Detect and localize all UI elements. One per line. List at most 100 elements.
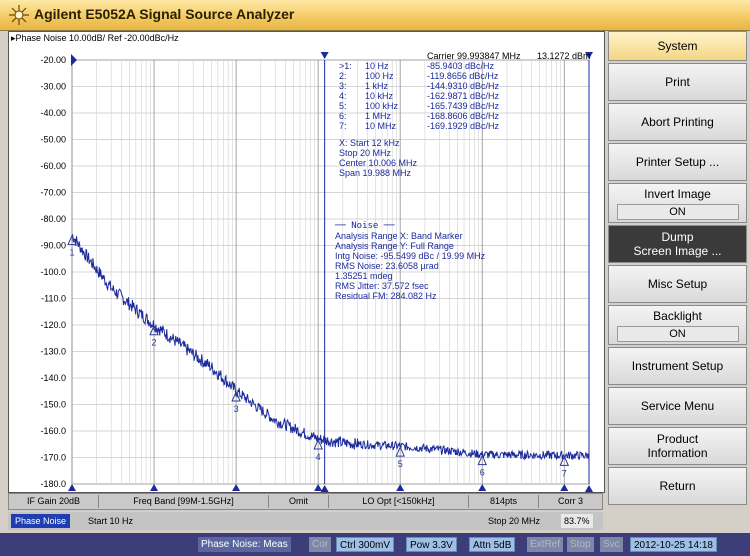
analysis-line: RMS Jitter: 37.572 fsec	[335, 281, 429, 291]
range-line: Stop 20 MHz	[339, 148, 392, 158]
phase-noise-plot[interactable]: ▸Phase Noise 10.00dB/ Ref -20.00dBc/Hz -…	[8, 31, 605, 493]
status-pow: Pow 3.3V	[406, 537, 457, 552]
marker-row-value: -162.9871 dBc/Hz	[427, 91, 500, 101]
decade-axis-marker	[68, 484, 76, 491]
marker-1-triangle	[67, 234, 77, 246]
marker-5-number: 5	[398, 459, 403, 469]
dump-label-line1: Dump	[661, 230, 694, 244]
marker-row-label: 6:	[339, 111, 347, 121]
agilent-logo-icon	[9, 5, 29, 25]
plot-canvas: -20.00 -30.00 -40.00 -50.00 -60.00 -70.00 -80.…	[40, 51, 593, 492]
band-marker-arrow	[585, 485, 593, 492]
marker-7-number: 7	[562, 468, 567, 478]
decade-axis-marker	[314, 484, 323, 491]
y-tick-label: -140.0	[40, 373, 66, 383]
measurement-status-bar: IF Gain 20dB Freq Band [99M-1.5GHz] Omit…	[8, 493, 603, 510]
marker-5-triangle	[395, 445, 405, 457]
marker-4-number: 4	[316, 452, 321, 462]
x-range-block: X: Start 12 kHz Stop 20 MHz Center 10.00…	[339, 138, 418, 178]
marker-3-number: 3	[234, 404, 239, 414]
product-information-softkey[interactable]: Product Information	[608, 427, 747, 465]
marker-row-label: 3:	[339, 81, 347, 91]
y-tick-label: -20.00	[40, 55, 66, 65]
status-points: 814pts	[469, 495, 539, 508]
y-tick-label: -170.0	[40, 453, 66, 463]
band-marker-arrow	[320, 485, 329, 492]
y-tick-label: -60.00	[40, 161, 66, 171]
y-tick-label: -160.0	[40, 426, 66, 436]
status-attn: Attn 5dB	[469, 537, 516, 552]
status-stop: Stop	[567, 537, 594, 552]
analysis-line: Analysis Range Y: Full Range	[335, 241, 454, 251]
decade-axis-marker	[232, 484, 241, 491]
marker-symbols: 1 2 3 4 5 6 7	[67, 234, 570, 478]
marker-row-freq: 100 kHz	[365, 101, 399, 111]
marker-6-number: 6	[480, 468, 485, 478]
backlight-value: ON	[616, 325, 739, 342]
decade-axis-marker	[150, 484, 159, 491]
y-tick-label: -90.00	[40, 241, 66, 251]
carrier-readout: Carrier 99.993847 MHz	[427, 51, 521, 61]
invert-image-softkey[interactable]: Invert Image ON	[608, 183, 747, 223]
noise-section-title: ── Noise ──	[334, 221, 395, 231]
misc-setup-softkey[interactable]: Misc Setup	[608, 265, 747, 303]
marker-row-value: -168.8606 dBc/Hz	[427, 111, 500, 121]
marker-3-triangle	[231, 390, 241, 402]
marker-row-value: -144.9310 dBc/Hz	[427, 81, 500, 91]
status-cor: Cor	[309, 537, 332, 552]
channel-bar: Phase Noise Start 10 Hz Stop 20 MHz 83.7…	[8, 512, 603, 530]
trace-name-tag[interactable]: Phase Noise	[11, 514, 71, 528]
marker-row-label: >1:	[339, 61, 352, 71]
product-info-line2: Information	[647, 446, 708, 460]
band-marker-arrow	[585, 52, 593, 59]
window-title: Agilent E5052A Signal Source Analyzer	[34, 6, 295, 22]
decade-axis-marker	[396, 484, 405, 491]
analysis-line: RMS Noise: 23.6058 µrad	[335, 261, 439, 271]
marker-2-number: 2	[152, 338, 157, 348]
analysis-line: Residual FM: 284.082 Hz	[335, 291, 437, 301]
marker-row-freq: 100 Hz	[365, 71, 394, 81]
y-tick-label: -130.0	[40, 347, 66, 357]
status-meas: Phase Noise: Meas	[198, 537, 291, 552]
marker-row-freq: 1 kHz	[365, 81, 389, 91]
status-datetime: 2012-10-25 14:18	[630, 537, 717, 552]
print-softkey[interactable]: Print	[608, 63, 747, 101]
printer-setup-softkey[interactable]: Printer Setup ...	[608, 143, 747, 181]
backlight-label: Backlight	[653, 308, 702, 323]
backlight-softkey[interactable]: Backlight ON	[608, 305, 747, 345]
range-line: X: Start 12 kHz	[339, 138, 400, 148]
y-tick-label: -180.0	[40, 479, 66, 489]
marker-row-freq: 10 kHz	[365, 91, 394, 101]
sweep-progress: 83.7%	[561, 514, 593, 528]
y-tick-label: -30.00	[40, 82, 66, 92]
service-menu-softkey[interactable]: Service Menu	[608, 387, 747, 425]
trace-header: ▸Phase Noise 10.00dB/ Ref -20.00dBc/Hz	[11, 33, 179, 43]
abort-printing-softkey[interactable]: Abort Printing	[608, 103, 747, 141]
status-extref: ExtRef	[527, 537, 564, 552]
marker-1-number: 1	[69, 248, 74, 258]
marker-6-triangle	[477, 454, 488, 466]
title-bar: Agilent E5052A Signal Source Analyzer	[0, 0, 750, 31]
instrument-setup-softkey[interactable]: Instrument Setup	[608, 347, 747, 385]
y-tick-label: -50.00	[40, 135, 66, 145]
range-line: Center 10.006 MHz	[339, 158, 418, 168]
level-readout: 13.1272 dBm	[537, 51, 591, 61]
decade-axis-marker	[560, 484, 569, 491]
status-corr: Corr 3	[557, 496, 583, 506]
ref-level-arrow	[71, 54, 77, 66]
return-softkey[interactable]: Return	[608, 467, 747, 505]
system-softkey[interactable]: System	[608, 31, 747, 61]
analysis-line: Analysis Range X: Band Marker	[335, 231, 463, 241]
band-marker-arrow	[320, 52, 329, 59]
y-tick-label: -150.0	[40, 400, 66, 410]
marker-row-label: 4:	[339, 91, 347, 101]
marker-row-label: 2:	[339, 71, 347, 81]
y-tick-label: -40.00	[40, 108, 66, 118]
marker-7-triangle	[559, 455, 570, 466]
instrument-status-bar: Phase Noise: Meas Cor Ctrl 300mV Pow 3.3…	[0, 533, 750, 556]
dump-screen-image-softkey[interactable]: Dump Screen Image ...	[608, 225, 747, 263]
status-svc: Svc	[600, 537, 623, 552]
analysis-line: 1.35251 mdeg	[335, 271, 393, 281]
